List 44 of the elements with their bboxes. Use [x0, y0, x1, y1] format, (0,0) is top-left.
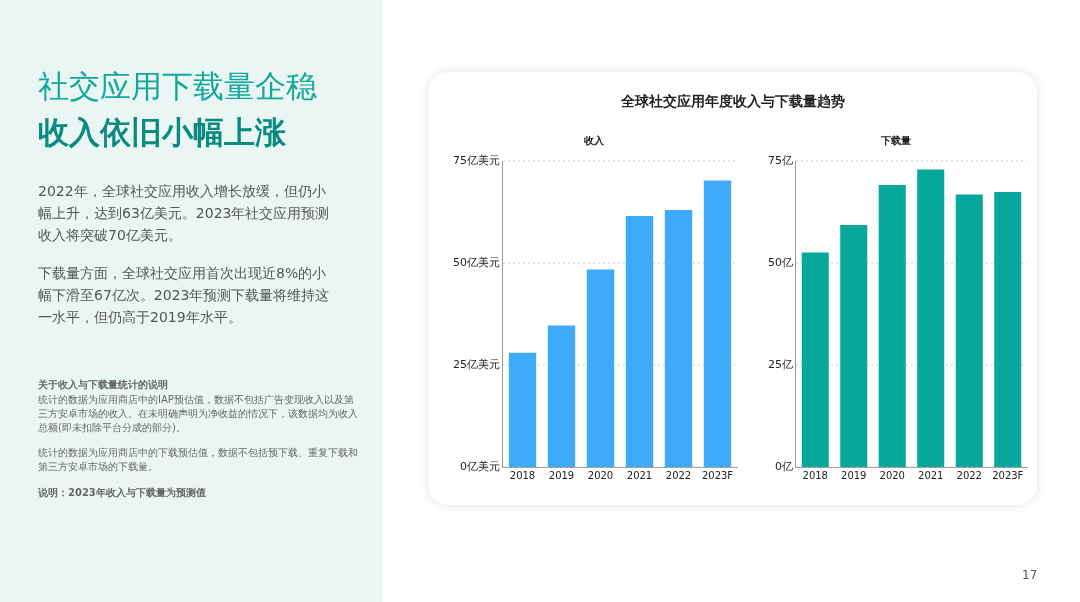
bar [703, 180, 732, 467]
bar [878, 185, 906, 467]
text: 下载量方面，全球社交应用首次出现近8%的小幅下滑至67亿次。2023年预测下载量将维持这一水平，但仍高于2019年水平。 [38, 264, 331, 327]
x-tick-label: 2019 [841, 469, 867, 481]
text: 统计的数据为应用商店中的下载预估值，数据不包括预下载、重复下载和第三方安卓市场的下载量。 [38, 446, 358, 474]
text: 2022年，全球社交应用收入增长放缓，但仍小幅上升，达到63亿美元。2023年社交应用预测收入将突破70亿美元。 [38, 182, 331, 245]
y-tick-label: 25亿 [768, 357, 793, 371]
bar [994, 192, 1022, 467]
text: 收入依旧小幅上涨 [38, 113, 286, 152]
text: 统计的数据为应用商店中的IAP预估值，数据不包括广告变现收入以及第三方安卓市场的收入。在未明确声明为净收益的情况下，该数据均为收入总额(即未扣除平台分成的部分)。 [38, 393, 358, 435]
y-tick-label: 0亿 [775, 459, 793, 473]
x-tick-label: 2023F [992, 469, 1024, 481]
bar [664, 209, 693, 467]
x-tick-label: 2022 [665, 469, 692, 481]
bar [547, 325, 576, 467]
y-tick-label: 75亿 [768, 153, 793, 167]
y-tick-label: 0亿美元 [460, 459, 500, 473]
x-tick-label: 2019 [548, 469, 575, 481]
x-tick-label: 2020 [879, 469, 905, 481]
text: 17 [1022, 568, 1038, 582]
y-tick-label: 25亿美元 [453, 357, 500, 371]
bar [586, 269, 615, 467]
bar [840, 225, 868, 467]
x-tick-label: 2023F [701, 469, 734, 481]
bar [801, 252, 829, 467]
x-tick-label: 2018 [802, 469, 828, 481]
x-tick-label: 2018 [509, 469, 536, 481]
chart-title: 下载量 [880, 134, 911, 146]
chart-title: 收入 [583, 134, 605, 146]
bar [508, 352, 537, 467]
bar [625, 216, 654, 467]
text: 社交应用下载量企稳 [38, 67, 317, 106]
bar [955, 194, 983, 467]
text: 说明：2023年收入与下载量为预测值 [38, 486, 207, 500]
bar [917, 169, 945, 467]
x-tick-label: 2021 [626, 469, 653, 481]
y-tick-label: 75亿美元 [453, 153, 500, 167]
x-tick-label: 2020 [587, 469, 614, 481]
text: 全球社交应用年度收入与下载量趋势 [619, 93, 846, 111]
x-tick-label: 2022 [956, 469, 982, 481]
y-tick-label: 50亿美元 [453, 255, 500, 269]
x-tick-label: 2021 [918, 469, 944, 481]
text: 关于收入与下载量统计的说明 [38, 378, 169, 392]
y-tick-label: 50亿 [768, 255, 793, 269]
